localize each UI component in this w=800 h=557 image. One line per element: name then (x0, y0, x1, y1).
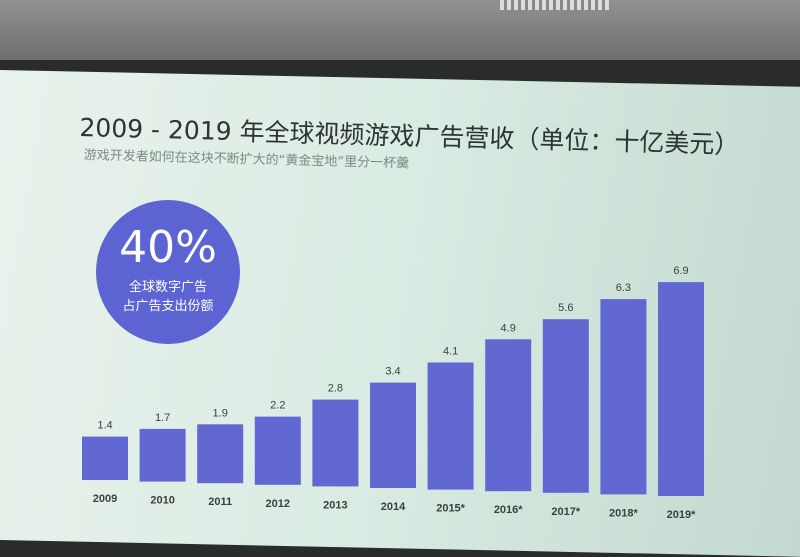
bar-2013 (312, 399, 359, 487)
callout-value: 40% (119, 222, 217, 273)
bar-2017* (542, 319, 589, 493)
bar-2011 (197, 424, 244, 484)
bar-2014 (370, 382, 416, 488)
x-tick-label: 2019* (667, 509, 696, 521)
ceiling (0, 0, 800, 60)
data-label: 1.7 (155, 412, 170, 424)
bar-2018* (600, 299, 647, 495)
x-tick-label: 2011 (208, 496, 232, 508)
data-label: 1.4 (97, 420, 112, 432)
data-label: 1.9 (213, 407, 228, 419)
bar-2019* (658, 282, 704, 496)
bar-2009 (82, 436, 128, 480)
x-tick-label: 2017* (551, 506, 580, 518)
x-tick-label: 2014 (381, 501, 406, 513)
callout-circle: 40% 全球数字广告 占广告支出份额 (96, 200, 240, 344)
callout-line1: 全球数字广告 (128, 280, 207, 295)
x-tick-label: 2010 (150, 495, 174, 507)
bar-2010 (139, 428, 186, 482)
bar-2015* (427, 362, 474, 490)
data-label: 6.3 (616, 282, 631, 294)
callout-line2: 占广告支出份额 (122, 299, 214, 314)
x-tick-label: 2015* (436, 503, 465, 515)
x-tick-label: 2012 (266, 498, 290, 510)
bar-2012 (254, 416, 301, 485)
data-label: 4.1 (443, 346, 458, 358)
data-label: 5.6 (558, 302, 573, 314)
data-label: 3.4 (385, 366, 400, 378)
x-tick-label: 2013 (323, 499, 347, 511)
x-tick-label: 2016* (494, 504, 523, 516)
bar-chart: 1.4 2009 1.7 2010 1.9 2011 2.2 2012 2.8 2013 3.4 20… (82, 265, 704, 521)
bar-2016* (485, 339, 532, 492)
x-tick-label: 2009 (93, 493, 117, 505)
ceiling-vent (500, 0, 610, 10)
data-label: 6.9 (673, 265, 688, 277)
x-tick-label: 2018* (609, 507, 638, 519)
data-label: 2.8 (328, 383, 343, 395)
data-label: 2.2 (270, 400, 285, 412)
data-label: 4.9 (501, 322, 516, 334)
